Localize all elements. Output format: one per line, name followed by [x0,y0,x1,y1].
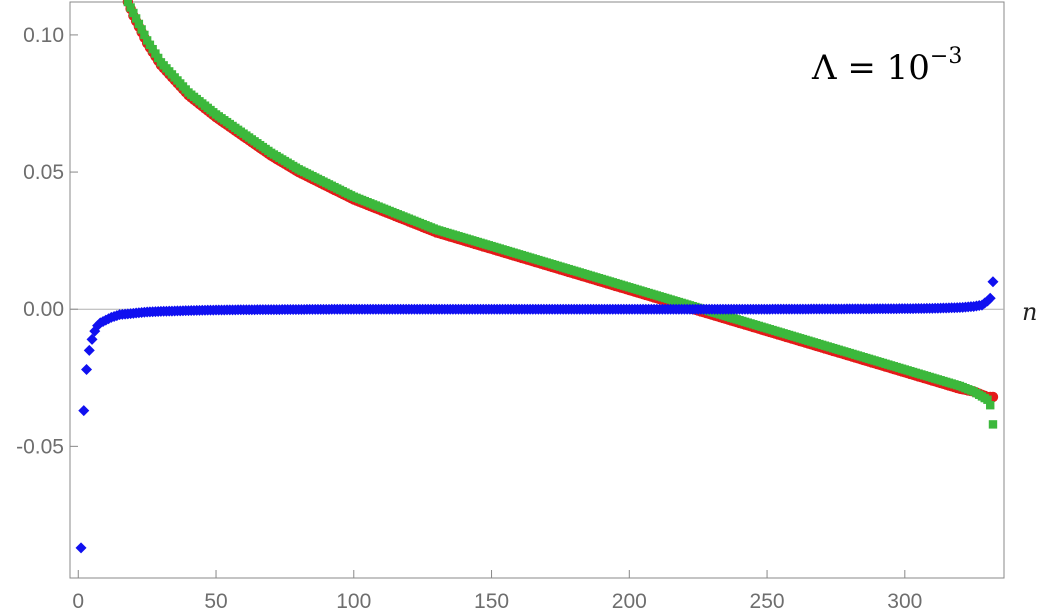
tick-labels: 0 50 100 150 200 250 300 0.10 0.05 0.00 -0.05 [16,24,922,613]
data-point-square [986,401,995,410]
data-point-diamond [987,276,999,288]
data-point-diamond [984,292,996,304]
x-tick-label: 100 [336,590,371,613]
y-tick-label: -0.05 [16,435,64,458]
data-point-square [126,3,135,12]
data-point-square [129,8,138,18]
data-point-diamond [81,364,93,376]
data-point-square [153,53,163,63]
axis-ticks [70,34,906,578]
data-point-square [134,19,144,29]
x-tick-label: 0 [72,590,84,613]
data-point-square [145,40,155,49]
data-point-square [137,25,146,34]
x-axis-label: n [1022,298,1037,326]
data-point-square [988,420,998,429]
lambda-annotation-exponent: −3 [930,44,962,69]
x-tick-label: 200 [612,590,647,613]
data-point-square [151,49,160,58]
x-tick-label: 250 [750,590,785,613]
plot-frame [69,1,1005,579]
series-diamond [75,276,999,554]
y-tick-label: 0.00 [23,298,64,321]
x-tick-label: 300 [887,590,922,613]
data-point-square [140,30,149,40]
data-point-diamond [75,542,87,554]
data-point-square [131,14,141,23]
data-point-square [148,44,157,54]
data-point-diamond [78,405,90,417]
lambda-annotation: Λ = 10−3 [811,44,962,88]
x-tick-label: 50 [204,590,227,613]
series-layer [75,0,999,554]
x-tick-label: 150 [474,590,509,613]
y-tick-label: 0.10 [23,24,64,47]
y-tick-label: 0.05 [23,161,64,184]
series-square [123,0,998,429]
lambda-annotation-base: Λ = 10 [811,48,930,88]
data-point-square [123,0,133,7]
data-point-square [142,36,152,45]
data-point-diamond [83,344,95,356]
data-point-square [983,395,992,404]
